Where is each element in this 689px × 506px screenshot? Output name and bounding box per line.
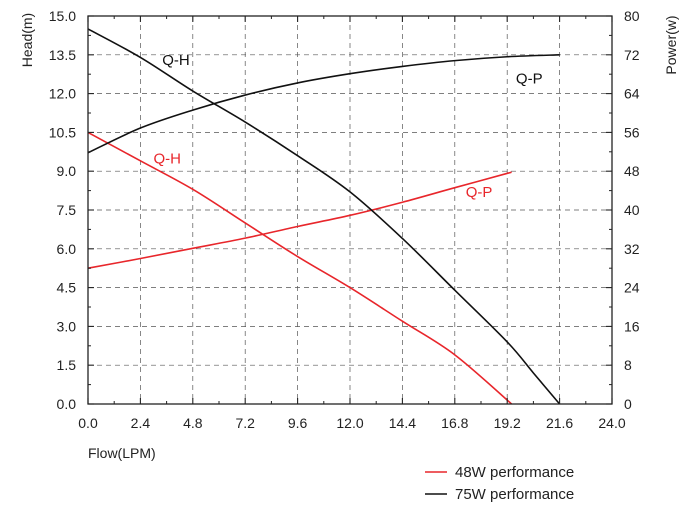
legend-label-48w: 48W performance [455, 464, 574, 481]
y-right-tick-label: 16 [624, 318, 640, 334]
curve-label-q-p: Q-P [516, 70, 543, 87]
grid-lines [88, 16, 612, 404]
x-tick-label: 12.0 [336, 415, 363, 431]
y-left-tick-label: 3.0 [57, 318, 77, 334]
y-left-axis-ticks: 0.0 1.5 3.0 4.5 6.0 7.5 9.0 10.5 12.0 13.5 15.0 [49, 8, 94, 412]
x-axis-title: Flow(LPM) [88, 445, 156, 461]
y-right-tick-label: 64 [624, 86, 640, 102]
y-left-tick-label: 7.5 [57, 202, 77, 218]
y-right-tick-label: 24 [624, 280, 640, 296]
x-tick-label: 4.8 [183, 415, 203, 431]
y-left-tick-label: 6.0 [57, 241, 77, 257]
x-tick-label: 24.0 [598, 415, 625, 431]
y-right-tick-label: 72 [624, 47, 640, 63]
y-right-tick-label: 48 [624, 163, 640, 179]
y-left-tick-label: 0.0 [57, 396, 77, 412]
curve-label-q-h: Q-H [154, 150, 182, 167]
y-left-tick-label: 13.5 [49, 47, 76, 63]
series-line-48w-q-h [87, 131, 513, 405]
y-left-tick-label: 15.0 [49, 8, 76, 24]
y-right-tick-label: 56 [624, 124, 640, 140]
legend-label-75w: 75W performance [455, 486, 574, 503]
curve-labels: Q-H Q-P Q-H Q-P [154, 52, 543, 201]
x-tick-label: 19.2 [494, 415, 521, 431]
x-tick-label: 9.6 [288, 415, 308, 431]
x-tick-label: 0.0 [78, 415, 98, 431]
y-right-tick-label: 0 [624, 396, 632, 412]
y-left-tick-label: 4.5 [57, 280, 77, 296]
x-tick-label: 16.8 [441, 415, 468, 431]
x-tick-label: 21.6 [546, 415, 573, 431]
y-left-axis-title: Head(m) [19, 13, 35, 67]
y-right-tick-label: 8 [624, 357, 632, 373]
series-group [87, 28, 561, 405]
x-axis-ticks: 0.0 2.4 4.8 7.2 9.6 12.0 14.4 16.8 19.2 21.6 24.0 [78, 16, 626, 431]
curve-label-q-h: Q-H [162, 52, 190, 69]
y-left-tick-label: 10.5 [49, 124, 76, 140]
y-right-tick-label: 32 [624, 241, 640, 257]
series-line-75w-q-p [87, 54, 560, 154]
y-right-axis-title: Power(w) [663, 15, 679, 74]
y-right-tick-label: 80 [624, 8, 640, 24]
y-left-tick-label: 12.0 [49, 86, 76, 102]
y-left-tick-label: 1.5 [57, 357, 77, 373]
series-line-75w-q-h [87, 28, 561, 405]
y-right-axis-ticks: 0 8 16 24 32 40 48 56 64 72 80 [606, 8, 640, 412]
legend: 48W performance 75W performance [425, 464, 574, 503]
curve-label-q-p: Q-P [466, 184, 493, 201]
x-tick-label: 14.4 [389, 415, 416, 431]
y-left-tick-label: 9.0 [57, 163, 77, 179]
y-right-tick-label: 40 [624, 202, 640, 218]
x-tick-label: 2.4 [131, 415, 151, 431]
series-line-48w-q-p [87, 171, 512, 269]
x-tick-label: 7.2 [235, 415, 255, 431]
